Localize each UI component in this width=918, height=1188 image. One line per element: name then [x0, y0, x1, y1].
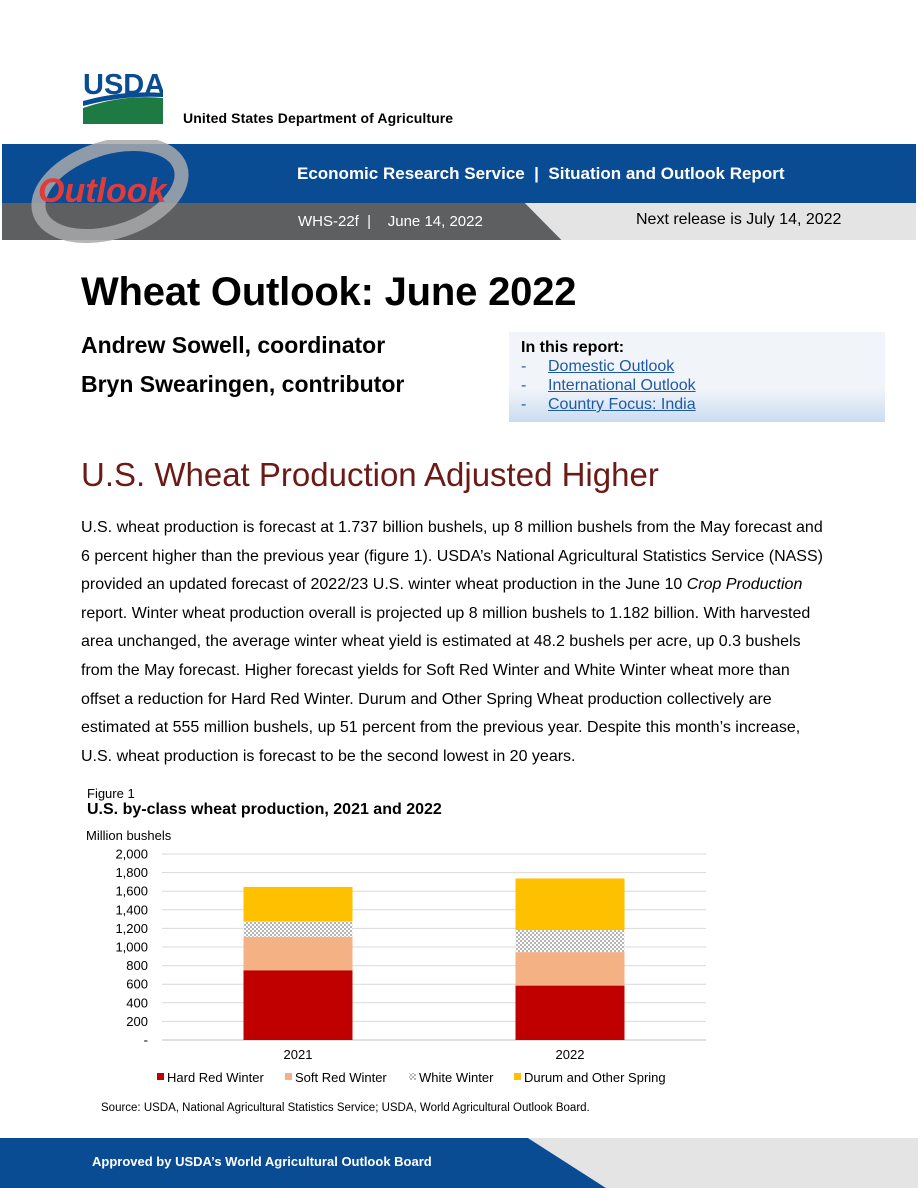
bar-segment-durum-and-other-spring-2022 [515, 878, 625, 931]
report-id-date: WHS-22f | June 14, 2022 [298, 213, 483, 230]
legend-swatch [285, 1073, 292, 1080]
bar-segment-soft-red-winter-2021 [243, 936, 353, 971]
body-text-part-1: U.S. wheat production is forecast at 1.7… [81, 519, 823, 594]
x-tick-label: 2022 [556, 1047, 585, 1062]
legend-entry: Soft Red Winter [295, 1070, 387, 1085]
banner-release-area [524, 203, 916, 240]
outlook-logo-text: Outlook [38, 172, 169, 210]
page-title: Wheat Outlook: June 2022 [81, 270, 577, 314]
figure-label: Figure 1 [87, 786, 135, 801]
next-release: Next release is July 14, 2022 [636, 211, 842, 228]
department-name: United States Department of Agriculture [183, 110, 454, 126]
toc-item-international: - International Outlook [521, 377, 696, 395]
author-contributor: Bryn Swearingen, contributor [81, 371, 405, 397]
legend-swatch [409, 1073, 416, 1080]
y-tick-label: 1,400 [115, 902, 148, 917]
y-tick-label: 1,800 [115, 865, 148, 880]
body-text-part-2: report. Winter wheat production overall … [81, 604, 811, 765]
x-tick-label: 2021 [284, 1047, 313, 1062]
figure-unit-label: Million bushels [86, 828, 172, 843]
bar-segment-durum-and-other-spring-2021 [243, 886, 353, 922]
toc-link-country-focus-india[interactable]: Country Focus: India [548, 396, 696, 413]
y-tick-label: 400 [126, 995, 148, 1010]
y-tick-label: 200 [126, 1014, 148, 1029]
author-coordinator: Andrew Sowell, coordinator [81, 332, 386, 358]
y-tick-label: 1,600 [115, 884, 148, 899]
figure-source: Source: USDA, National Agricultural Stat… [101, 1102, 590, 1114]
in-this-report-box [509, 332, 885, 422]
bar-segment-white-winter-2021 [243, 921, 353, 937]
toc-item-india: - Country Focus: India [521, 396, 696, 414]
toc-dash: - [521, 377, 527, 394]
body-paragraph: U.S. wheat production is forecast at 1.7… [81, 514, 831, 771]
banner-title: Economic Research Service | Situation an… [297, 164, 785, 183]
banner-top [2, 144, 916, 204]
toc-dash: - [521, 396, 527, 413]
toc-heading: In this report: [521, 339, 625, 356]
usda-logo: USDA [83, 69, 163, 124]
legend-entry: Durum and Other Spring [524, 1070, 666, 1085]
bar-segment-soft-red-winter-2022 [515, 952, 625, 986]
legend-entry: Hard Red Winter [167, 1070, 264, 1085]
y-tick-label: 2,000 [115, 847, 148, 862]
y-tick-label: 1,200 [115, 921, 148, 936]
y-tick-label: 600 [126, 977, 148, 992]
body-text-italic: Crop Production [686, 576, 803, 594]
y-tick-label: 800 [126, 958, 148, 973]
legend-swatch [514, 1073, 521, 1080]
y-tick-label: - [144, 1033, 148, 1048]
legend-swatch [157, 1073, 164, 1080]
toc-dash: - [521, 358, 527, 375]
y-tick-label: 1,000 [115, 940, 148, 955]
footer-approval-text: Approved by USDA’s World Agricultural Ou… [92, 1154, 432, 1169]
toc-item-domestic: - Domestic Outlook [521, 358, 674, 376]
bar-segment-white-winter-2022 [515, 930, 625, 953]
figure-title: U.S. by-class wheat production, 2021 and… [87, 801, 442, 818]
bar-segment-hard-red-winter-2021 [243, 970, 353, 1040]
toc-link-international-outlook[interactable]: International Outlook [548, 377, 696, 394]
bar-segment-hard-red-winter-2022 [515, 985, 625, 1040]
legend-entry: White Winter [419, 1070, 494, 1085]
toc-link-domestic-outlook[interactable]: Domestic Outlook [548, 358, 675, 375]
outlook-logo: Outlook [31, 140, 189, 244]
footer-blue-band [0, 1138, 606, 1188]
section-heading: U.S. Wheat Production Adjusted Higher [81, 456, 659, 493]
